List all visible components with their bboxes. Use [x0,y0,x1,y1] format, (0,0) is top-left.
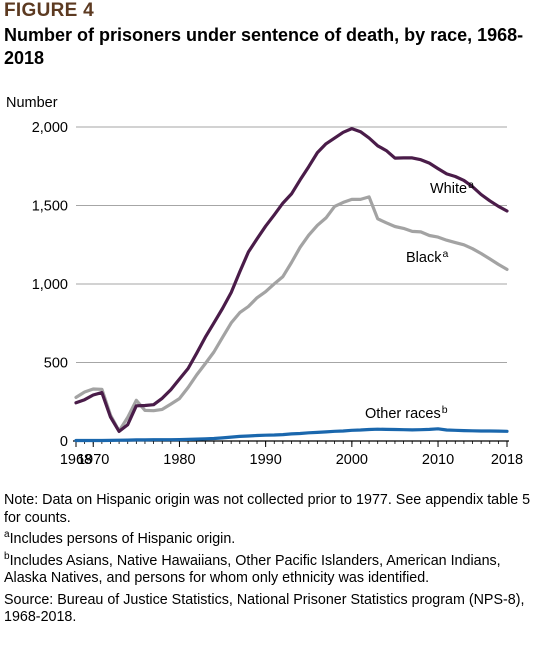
footnote-b-text: Includes Asians, Native Hawaiians, Other… [4,552,501,587]
series-line-white [74,127,509,433]
series-lines [74,127,509,443]
series-line-black [74,195,509,433]
y-axis-label: Number [6,95,58,111]
x-tick-label: 2010 [422,452,454,468]
x-tick-label: 1970 [77,452,109,468]
source-text: Source: Bureau of Justice Statistics, Na… [4,591,525,626]
series-labels: Whitea Blacka Other racesb [365,179,474,422]
figure-label: FIGURE 4 [4,0,95,21]
y-tick-label: 0 [60,434,68,450]
y-tick-label: 1,500 [32,199,68,215]
x-tick-label: 1968 [60,452,92,468]
x-tick-label: 1990 [250,452,282,468]
chart-title: Number of prisoners under sentence of de… [4,25,524,68]
footnote-b-mark: b [4,550,10,562]
y-tick-label: 2,000 [32,120,68,136]
gridlines [76,126,507,363]
footnote-b: bIncludes Asians, Native Hawaiians, Othe… [4,550,544,588]
note-text: Note: Data on Hispanic origin was not co… [4,492,531,526]
y-tick-label: 1,000 [32,277,68,293]
series-line-other-races [74,427,509,443]
y-tick-label: 500 [44,356,68,372]
x-tick-label: 2000 [336,452,368,468]
footnote-a: aIncludes persons of Hispanic origin. [4,529,544,549]
footnote-a-text: Includes persons of Hispanic origin. [9,531,236,547]
footnote-a-mark: a [4,529,10,541]
x-tick-label: 1980 [163,452,195,468]
series-label-white: Whitea [430,179,474,197]
x-tick-label: 2018 [491,452,523,468]
series-label-other-races: Other racesb [365,404,448,422]
series-label-black: Blacka [406,248,448,266]
notes: Note: Data on Hispanic origin was not co… [4,492,544,631]
